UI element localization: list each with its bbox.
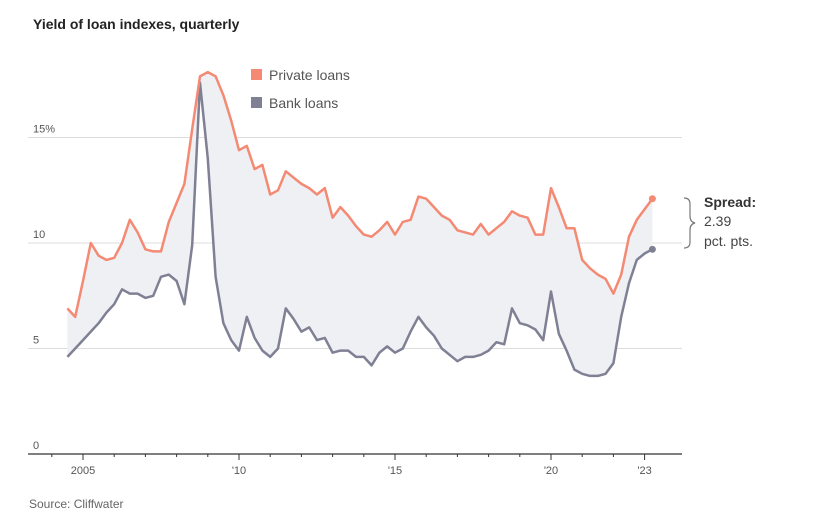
legend-label-private-loans: Private loans	[269, 67, 350, 83]
spread-value: 2.39	[704, 213, 731, 229]
y-tick-label: 15%	[33, 124, 55, 136]
x-tick-label: 2005	[71, 465, 95, 477]
spread-unit: pct. pts.	[704, 233, 753, 249]
source-note: Source: Cliffwater	[29, 497, 124, 511]
legend-swatch-private-loans	[251, 69, 262, 80]
x-tick-label: '23	[637, 465, 651, 477]
x-tick-label: '20	[544, 465, 558, 477]
legend: Private loans Bank loans	[251, 67, 350, 111]
series-line-bank-loans	[66, 81, 653, 378]
spread-area	[67, 72, 653, 376]
end-point-bank-loans	[648, 245, 656, 253]
chart-title: Yield of loan indexes, quarterly	[33, 16, 240, 32]
y-axis: 0 5 10 15%	[33, 124, 55, 453]
legend-label-bank-loans: Bank loans	[269, 95, 338, 111]
series-line-private-loans	[66, 70, 654, 319]
x-tick-label: '10	[232, 465, 246, 477]
y-tick-label: 10	[33, 229, 45, 241]
legend-swatch-bank-loans	[251, 97, 262, 108]
spread-bracket	[683, 197, 696, 249]
end-point-private-loans	[648, 195, 656, 203]
x-axis: 2005 '10 '15 '20 '23	[28, 453, 682, 477]
y-tick-label: 0	[33, 440, 39, 452]
spread-annotation: Spread: 2.39 pct. pts.	[683, 194, 756, 249]
x-tick-label: '15	[388, 465, 402, 477]
y-tick-label: 5	[33, 335, 39, 347]
spread-title: Spread:	[704, 194, 756, 210]
series-points	[648, 195, 656, 253]
